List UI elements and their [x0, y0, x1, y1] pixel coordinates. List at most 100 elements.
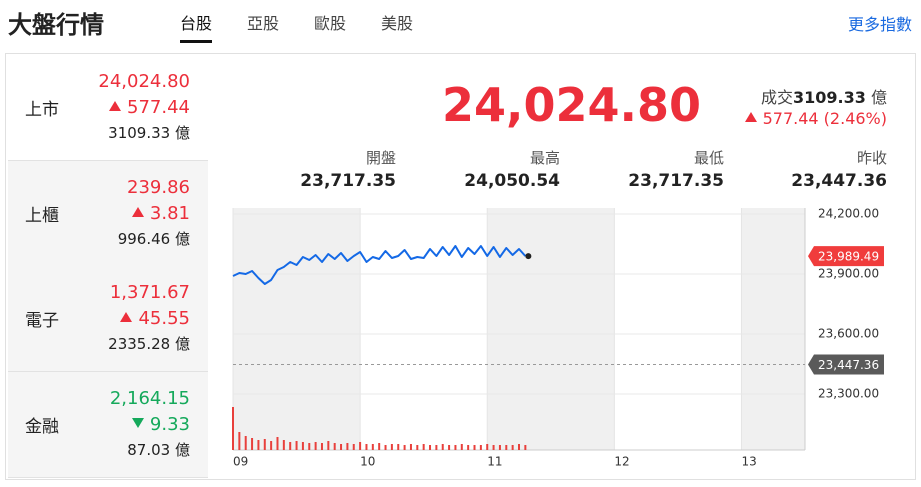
change-value: 9.33	[149, 413, 190, 435]
volume-bar	[454, 445, 457, 450]
volume-bar	[511, 445, 514, 450]
volume-bar	[340, 444, 343, 450]
previous-close-label: 23,447.36	[818, 358, 879, 372]
index-price: 2,164.15	[109, 387, 190, 409]
index-change: 3.81	[131, 202, 190, 224]
current-price-box	[808, 246, 884, 267]
change-value: 3.81	[149, 202, 190, 224]
index-volume: 87.03 億	[127, 439, 190, 460]
volume-bar	[314, 442, 317, 450]
volume-bar	[365, 444, 368, 450]
index-name: 上市	[25, 100, 59, 120]
quote-price: 24,024.80	[442, 78, 701, 132]
volume-value: 2335.28	[108, 335, 171, 353]
arrow	[131, 417, 144, 428]
volume-bar	[498, 445, 501, 450]
y-tick-label: 24,200.00	[818, 207, 879, 221]
volume-bar	[232, 407, 234, 450]
volume-bar	[308, 443, 311, 450]
volume-bar	[371, 444, 374, 450]
volume-bar	[301, 442, 304, 450]
tab[interactable]: 亞股	[247, 14, 280, 33]
volume-bar	[460, 444, 463, 450]
volume-bar	[486, 444, 489, 450]
volume-bar	[422, 444, 425, 450]
volume-bar	[448, 445, 451, 450]
volume-bar	[524, 445, 527, 450]
index-row[interactable]: 上市 24,024.80 577.44 3109.33 億	[8, 55, 208, 161]
volume-bar	[492, 445, 495, 450]
volume-bar	[352, 444, 355, 450]
volume-unit: 億	[174, 124, 190, 142]
arrow	[120, 312, 133, 322]
session-band	[741, 208, 805, 450]
stat-label: 最低	[693, 149, 724, 167]
volume-bar	[409, 444, 412, 450]
index-name: 上櫃	[25, 205, 59, 226]
volume-bar	[282, 440, 285, 450]
index-row[interactable]: 上櫃 239.86 3.81 996.46 億	[8, 160, 208, 267]
x-tick-label: 12	[614, 455, 629, 469]
label: 成交	[761, 88, 794, 107]
volume-bar	[435, 445, 438, 450]
volume-bar	[333, 443, 336, 450]
index-price: 24,024.80	[98, 71, 190, 92]
index-row[interactable]: 金融 2,164.15 9.33 87.03 億	[8, 371, 208, 478]
session-band	[233, 208, 361, 450]
volume-bar	[238, 432, 241, 450]
stat-value: 24,050.54	[464, 171, 560, 191]
stat-value: 23,717.35	[300, 171, 396, 191]
volume-bar	[403, 445, 406, 450]
session-band	[487, 208, 615, 450]
volume-bar	[244, 436, 247, 450]
index-change: 9.33	[131, 413, 190, 435]
stat-label: 開盤	[365, 149, 396, 167]
volume-bar	[295, 441, 298, 450]
more-link[interactable]: 更多指數	[847, 15, 912, 34]
volume-bar	[390, 444, 393, 450]
index-name: 電子	[25, 311, 59, 331]
y-tick-label: 23,300.00	[818, 387, 879, 401]
tab[interactable]: 台股	[180, 10, 213, 43]
change-value: 45.55	[138, 308, 190, 329]
volume-bar	[378, 443, 381, 450]
volume-bar	[289, 442, 292, 450]
volume-bar	[263, 439, 266, 450]
value: 577.44 (2.46%)	[762, 109, 887, 128]
quote-volume: 成交3109.33 億	[761, 84, 887, 108]
index-price: 239.86	[127, 176, 190, 198]
index-volume: 3109.33 億	[108, 122, 190, 143]
title: 大盤行情	[8, 11, 104, 39]
x-tick-label: 11	[487, 455, 502, 469]
index-row[interactable]: 電子 1,371.67 45.55 2335.28 億	[8, 266, 208, 372]
stat-value: 23,717.35	[628, 171, 724, 191]
arrow	[109, 101, 122, 111]
quote-change: 577.44 (2.46%)	[744, 109, 887, 128]
volume-bar	[327, 441, 330, 450]
x-tick-label: 09	[233, 455, 248, 469]
y-tick-label: 23,900.00	[818, 267, 879, 281]
volume-bar	[320, 443, 323, 450]
price-line	[232, 245, 527, 285]
index-name: 金融	[25, 416, 59, 437]
volume-bar	[429, 445, 432, 450]
arrow	[744, 112, 757, 122]
tab[interactable]: 歐股	[314, 14, 347, 33]
volume-value: 3109.33	[108, 124, 171, 142]
volume-bar	[473, 445, 476, 450]
change-value: 577.44	[127, 97, 190, 118]
volume-value: 87.03	[127, 440, 171, 459]
volume-bar	[251, 438, 254, 450]
volume-bar	[397, 444, 400, 450]
current-price-label: 23,989.49	[818, 250, 879, 264]
volume-bar	[518, 444, 520, 450]
volume-unit: 億	[174, 229, 190, 248]
index-change: 45.55	[120, 308, 190, 329]
previous-close-box	[808, 354, 884, 375]
volume-bar	[384, 445, 387, 450]
unit: 億	[870, 88, 887, 107]
index-volume: 2335.28 億	[108, 333, 190, 354]
tab[interactable]: 美股	[381, 14, 414, 33]
volume-bar	[257, 440, 260, 450]
